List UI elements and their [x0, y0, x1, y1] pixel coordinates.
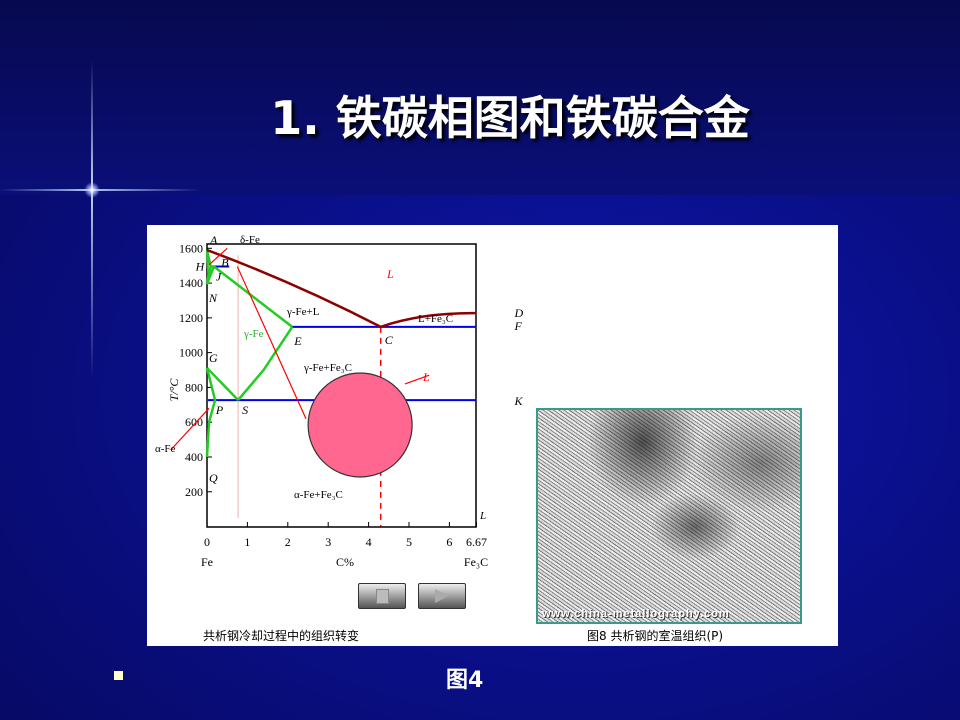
a3-line: [206, 367, 240, 401]
y-tick-label: 1600: [179, 241, 203, 255]
y-tick-label: 1000: [179, 346, 203, 360]
plot-frame: [206, 243, 477, 528]
point-label-N: N: [208, 291, 218, 305]
region-label-alpha: α-Fe: [155, 443, 176, 455]
point-label-S: S: [242, 403, 248, 417]
x-axis-label: C%: [336, 555, 354, 569]
acm-line: [237, 326, 294, 401]
liquidus-AC: [206, 248, 382, 329]
region-label-delta: δ-Fe: [240, 234, 260, 246]
point-label-F: F: [513, 319, 522, 333]
point-label-B: B: [221, 256, 229, 270]
y-tick-label: 1400: [179, 276, 203, 290]
left-caption: 共析钢冷却过程中的组织转变: [203, 629, 360, 643]
region-label-gamma-fe3c: γ-Fe+Fe₃C: [303, 362, 352, 374]
y-axis-label: T/°C: [167, 378, 181, 402]
point-label-E: E: [293, 334, 302, 348]
play-button[interactable]: [418, 583, 466, 609]
light-flare: [0, 189, 200, 191]
y-tick-label: 200: [185, 485, 203, 499]
region-label-liquid: L: [386, 267, 394, 281]
region-label-gamma-liquid: γ-Fe+L: [286, 306, 320, 318]
bottom-label: L: [479, 510, 486, 522]
region-label-gamma: γ-Fe: [243, 328, 264, 340]
x-tick-label: 4: [366, 535, 372, 549]
y-tick-label: 600: [185, 415, 203, 429]
light-flare: [91, 60, 93, 380]
delta-pointer: [208, 247, 228, 266]
pointer-line: [236, 266, 307, 419]
point-label-Q: Q: [209, 471, 218, 485]
y-tick-label: 1200: [179, 311, 203, 325]
x-tick-label: 6.67: [466, 535, 487, 549]
structure-circle: [307, 372, 413, 478]
alpha-pointer: [170, 407, 210, 451]
x-tick-label: 6: [446, 535, 452, 549]
region-label-alpha-fe3c: α-Fe+Fe₃C: [294, 489, 343, 501]
x-tick-label: 5: [406, 535, 412, 549]
circle-label: L: [422, 370, 430, 384]
play-icon: [435, 589, 449, 603]
bullet: [114, 671, 123, 680]
light-flare: [84, 182, 100, 198]
watermark: www.china-metallography.com: [542, 608, 730, 620]
region-label-liquid-fe3c: L+Fe₃C: [418, 313, 453, 325]
point-label-G: G: [209, 351, 218, 365]
x-tick-label: 0: [204, 535, 210, 549]
right-caption: 图8 共析钢的室温组织(P): [587, 629, 724, 643]
micrograph-image: www.china-metallography.com: [536, 408, 802, 624]
y-tick-label: 800: [185, 380, 203, 394]
title-band: [0, 0, 960, 195]
stop-icon: [376, 589, 389, 604]
liquidus-CD: [380, 311, 477, 329]
boundary-JN: [205, 266, 216, 285]
slide-title: 1. 铁碳相图和铁碳合金: [270, 91, 750, 145]
point-label-A: A: [209, 233, 218, 247]
figure-label: 图4: [446, 668, 484, 693]
x-tick-label: 3: [325, 535, 331, 549]
point-label-P: P: [215, 403, 224, 417]
x-tick-label: 2: [285, 535, 291, 549]
point-label-H: H: [195, 260, 206, 274]
x-end-label-fe3c: Fe₃C: [464, 555, 488, 569]
point-label-C: C: [385, 333, 394, 347]
stop-button[interactable]: [358, 583, 406, 609]
point-label-K: K: [513, 394, 523, 408]
point-label-J: J: [216, 270, 222, 284]
solvus-PQ: [205, 367, 217, 458]
y-tick-label: 400: [185, 450, 203, 464]
circle-pointer: [404, 374, 430, 385]
point-label-D: D: [513, 306, 523, 320]
x-end-label-fe: Fe: [201, 555, 213, 569]
x-tick-label: 1: [244, 535, 250, 549]
